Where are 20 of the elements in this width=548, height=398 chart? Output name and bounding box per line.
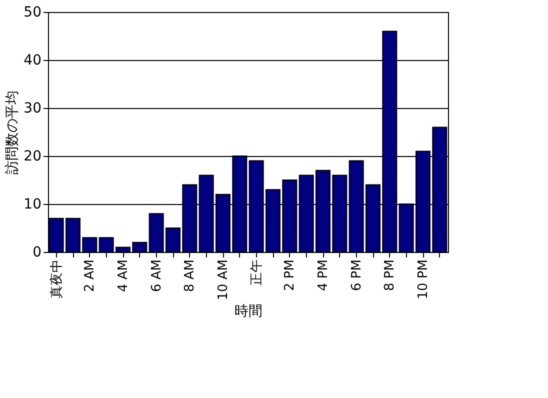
x-axis-title: 時間 <box>234 303 262 320</box>
x-tick-label: 10 PM <box>416 260 431 300</box>
y-tick-label: 0 <box>32 244 42 260</box>
y-tick-label: 20 <box>24 148 42 164</box>
x-tick-label: 真夜中 <box>48 260 64 298</box>
y-tick-label: 40 <box>24 52 42 68</box>
y-tick-label: 10 <box>24 196 42 212</box>
y-axis-title: 訪問数の平均 <box>4 90 21 174</box>
x-tick-label: 8 AM <box>182 260 198 292</box>
x-tick-label: 8 PM <box>382 260 398 291</box>
y-tick-label: 30 <box>24 100 42 116</box>
x-tick-label: 4 PM <box>316 260 331 291</box>
x-tick-label: 4 AM <box>116 260 131 292</box>
y-tick-label: 50 <box>24 4 42 20</box>
x-tick-label: 2 PM <box>282 260 298 291</box>
x-tick-label: 2 AM <box>82 260 98 292</box>
x-tick-label: 10 AM <box>216 260 231 300</box>
x-tick-label: 6 AM <box>149 260 164 292</box>
x-tick-label: 正午 <box>249 260 264 286</box>
x-tick-label: 6 PM <box>349 260 364 291</box>
